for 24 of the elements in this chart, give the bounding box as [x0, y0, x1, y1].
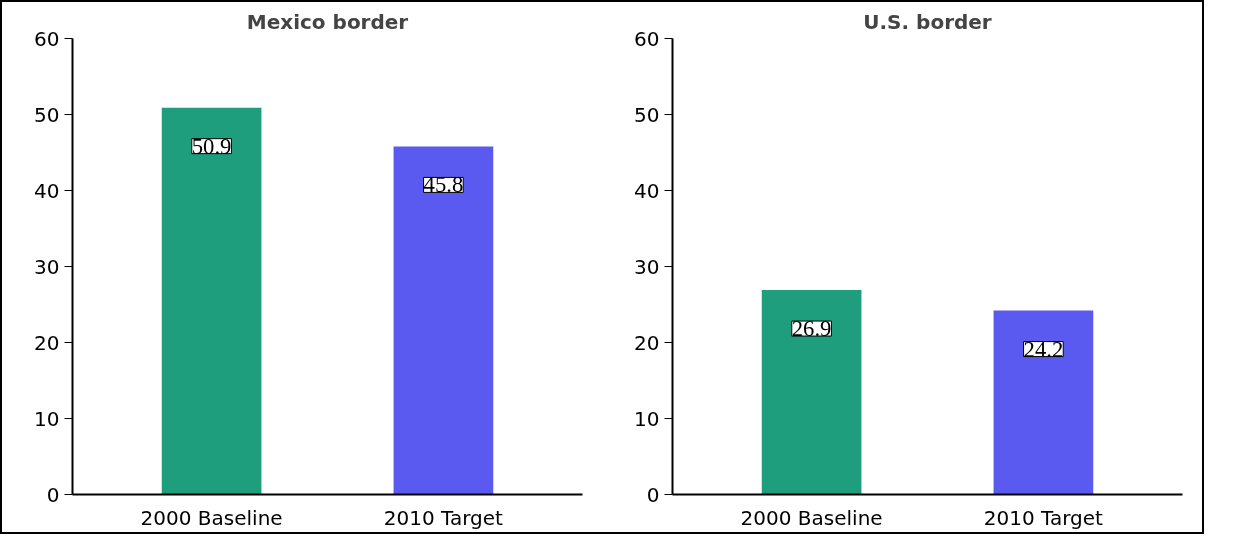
y-tick-label: 30 [34, 254, 60, 279]
y-tick-label: 20 [34, 330, 60, 355]
y-tick-label: 10 [34, 406, 60, 431]
y-tick-label: 50 [34, 102, 60, 127]
data-label: 26.9 [791, 316, 832, 342]
y-tick-label: 50 [634, 102, 660, 127]
y-tick-label: 0 [646, 482, 660, 507]
y-tick-label: 60 [634, 26, 660, 51]
y-tick-label: 20 [634, 330, 660, 355]
y-tick-label: 30 [634, 254, 660, 279]
data-label: 24.2 [1023, 336, 1064, 362]
x-tick-label: 2010 Target [383, 505, 504, 530]
x-tick-label: 2010 Target [983, 505, 1104, 530]
y-tick-label: 40 [34, 178, 60, 203]
y-tick-label: 0 [46, 482, 60, 507]
chart-title: U.S. border [863, 9, 992, 34]
chart-title: Mexico border [246, 9, 409, 34]
y-tick-label: 60 [34, 26, 60, 51]
x-tick-label: 2000 Baseline [140, 505, 283, 530]
data-label: 50.9 [191, 133, 232, 159]
y-tick-label: 10 [634, 406, 660, 431]
y-tick-label: 40 [634, 178, 660, 203]
data-label: 45.8 [423, 172, 464, 198]
x-tick-label: 2000 Baseline [740, 505, 883, 530]
